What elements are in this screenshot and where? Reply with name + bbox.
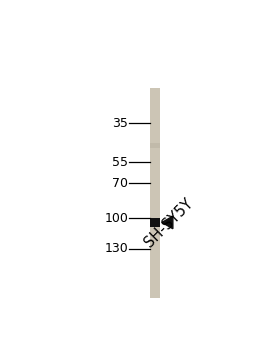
Text: 130: 130	[104, 242, 128, 256]
Text: 100: 100	[104, 212, 128, 225]
Bar	[150, 88, 160, 298]
Bar	[150, 217, 160, 227]
Polygon shape	[162, 216, 173, 229]
Bar	[150, 143, 160, 148]
Text: 35: 35	[112, 117, 128, 130]
Text: 55: 55	[112, 156, 128, 169]
Text: SH-SY5Y: SH-SY5Y	[141, 196, 196, 250]
Text: 70: 70	[112, 177, 128, 190]
